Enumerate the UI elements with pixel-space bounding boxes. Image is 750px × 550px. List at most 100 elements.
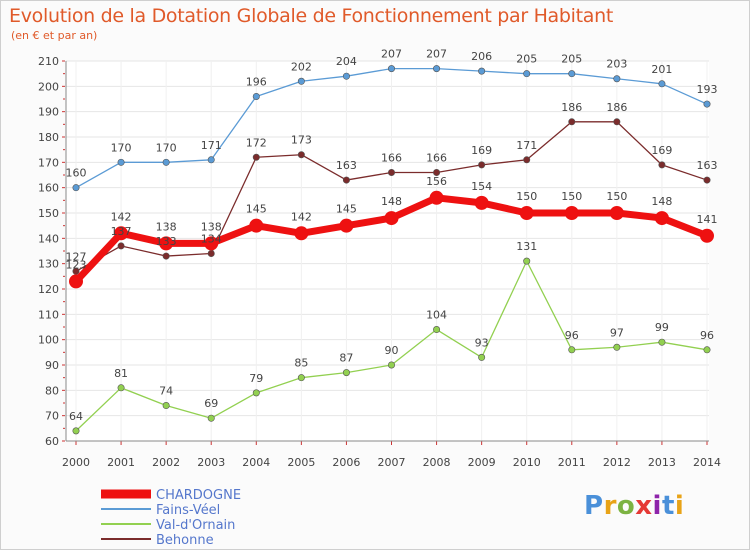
legend-label-val-d-ornain: Val-d'Ornain <box>156 518 235 533</box>
data-point-val-d-ornain <box>568 346 576 354</box>
x-tick-label: 2008 <box>423 456 451 469</box>
legend-label-behonne: Behonne <box>156 533 214 548</box>
x-tick-label: 2010 <box>513 456 541 469</box>
data-label-chardogne: 145 <box>336 203 357 216</box>
y-tick-label: 170 <box>38 156 59 169</box>
data-label-behonne: 171 <box>516 139 537 152</box>
data-point-chardogne <box>609 206 624 220</box>
data-label-chardogne: 148 <box>381 195 402 208</box>
x-tick-label: 2012 <box>603 456 631 469</box>
data-point-val-d-ornain <box>297 374 305 382</box>
data-label-behonne: 173 <box>291 134 312 147</box>
data-label-fains-v-el: 206 <box>471 50 492 63</box>
data-point-val-d-ornain <box>252 389 260 397</box>
data-point-chardogne <box>654 211 669 226</box>
data-label-val-d-ornain: 79 <box>249 372 263 385</box>
data-point-chardogne <box>114 226 129 241</box>
data-point-behonne <box>342 176 350 184</box>
x-tick-label: 2013 <box>648 456 676 469</box>
data-point-chardogne <box>159 236 174 251</box>
data-label-fains-v-el: 205 <box>561 53 582 66</box>
data-label-chardogne: 154 <box>471 180 492 193</box>
data-label-fains-v-el: 203 <box>606 58 627 71</box>
y-tick-label: 140 <box>38 232 59 245</box>
data-label-behonne: 169 <box>471 144 492 157</box>
data-point-chardogne <box>69 274 83 289</box>
data-point-behonne <box>523 156 531 164</box>
data-point-val-d-ornain <box>207 414 215 422</box>
y-tick-label: 190 <box>38 106 59 119</box>
data-label-behonne: 166 <box>426 151 447 164</box>
data-point-fains-v-el <box>297 77 305 85</box>
data-label-val-d-ornain: 131 <box>516 240 537 253</box>
data-point-chardogne <box>429 190 444 205</box>
x-tick-label: 2011 <box>558 456 586 469</box>
data-label-fains-v-el: 196 <box>246 75 267 88</box>
data-label-fains-v-el: 207 <box>381 48 402 61</box>
data-label-fains-v-el: 205 <box>516 53 537 66</box>
data-point-behonne <box>433 168 441 176</box>
data-label-fains-v-el: 170 <box>111 141 132 154</box>
data-label-val-d-ornain: 97 <box>610 326 624 339</box>
data-label-fains-v-el: 207 <box>426 48 447 61</box>
proxiti-logo: Proxiti <box>584 491 685 521</box>
data-label-chardogne: 123 <box>66 258 87 271</box>
data-point-chardogne <box>474 195 489 210</box>
data-label-chardogne: 150 <box>606 190 627 203</box>
data-label-chardogne: 148 <box>651 195 672 208</box>
data-label-behonne: 137 <box>111 225 132 238</box>
y-tick-label: 210 <box>38 55 59 68</box>
data-point-behonne <box>207 250 215 258</box>
data-label-behonne: 169 <box>651 144 672 157</box>
data-label-val-d-ornain: 64 <box>69 410 83 423</box>
x-tick-label: 2009 <box>468 456 496 469</box>
data-point-chardogne <box>204 236 219 251</box>
data-point-fains-v-el <box>342 72 350 80</box>
y-tick-label: 70 <box>45 410 59 423</box>
data-point-behonne <box>703 176 711 184</box>
data-point-val-d-ornain <box>162 402 170 410</box>
data-label-chardogne: 150 <box>516 190 537 203</box>
data-label-chardogne: 145 <box>246 203 267 216</box>
x-tick-label: 2006 <box>332 456 360 469</box>
data-point-chardogne <box>384 211 399 226</box>
data-point-fains-v-el <box>117 158 125 166</box>
data-point-val-d-ornain <box>72 427 80 435</box>
data-point-fains-v-el <box>703 100 711 108</box>
data-label-val-d-ornain: 96 <box>700 329 714 342</box>
data-label-behonne: 127 <box>66 250 87 263</box>
data-point-val-d-ornain <box>387 361 395 369</box>
data-point-fains-v-el <box>568 70 576 78</box>
data-point-fains-v-el <box>252 92 260 100</box>
y-tick-label: 180 <box>38 131 59 144</box>
data-point-behonne <box>252 153 260 161</box>
data-label-chardogne: 150 <box>561 190 582 203</box>
y-tick-label: 130 <box>38 258 59 271</box>
data-label-val-d-ornain: 99 <box>655 321 669 334</box>
chart-subtitle: (en € et par an) <box>11 29 98 42</box>
y-tick-label: 90 <box>45 359 59 372</box>
data-point-fains-v-el <box>387 65 395 73</box>
data-label-val-d-ornain: 85 <box>294 357 308 370</box>
data-label-chardogne: 141 <box>697 213 718 226</box>
data-label-chardogne: 138 <box>201 220 222 233</box>
x-tick-label: 2007 <box>378 456 406 469</box>
legend-label-fains-v-el: Fains-Véel <box>156 503 220 518</box>
data-point-fains-v-el <box>162 158 170 166</box>
data-point-behonne <box>297 151 305 159</box>
data-label-behonne: 134 <box>201 233 222 246</box>
data-label-val-d-ornain: 87 <box>339 352 353 365</box>
data-point-chardogne <box>564 206 579 220</box>
data-label-behonne: 166 <box>381 151 402 164</box>
data-label-val-d-ornain: 69 <box>204 397 218 410</box>
data-point-fains-v-el <box>523 70 531 78</box>
legend-label-chardogne: CHARDOGNE <box>156 488 241 503</box>
data-label-fains-v-el: 160 <box>66 167 87 180</box>
data-label-val-d-ornain: 96 <box>565 329 579 342</box>
y-tick-label: 150 <box>38 207 59 220</box>
data-point-chardogne <box>294 226 309 241</box>
data-label-behonne: 186 <box>606 101 627 114</box>
data-label-behonne: 133 <box>156 235 177 248</box>
